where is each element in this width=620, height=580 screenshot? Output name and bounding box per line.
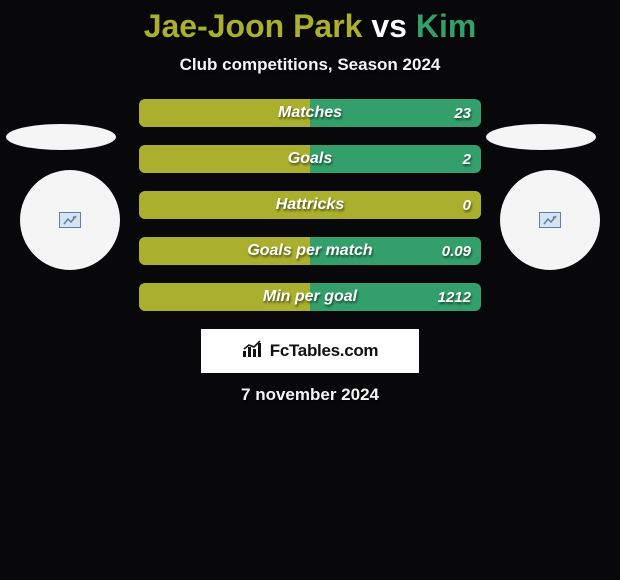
flag-left bbox=[6, 124, 116, 150]
player1-name: Jae-Joon Park bbox=[144, 8, 363, 44]
stat-value-right: 0.09 bbox=[442, 243, 471, 260]
vs-word: vs bbox=[371, 8, 407, 44]
stat-label: Hattricks bbox=[139, 196, 481, 214]
stat-row: Min per goal1212 bbox=[139, 283, 481, 311]
stat-label: Matches bbox=[139, 104, 481, 122]
chart-icon bbox=[242, 340, 264, 363]
stat-value-right: 0 bbox=[463, 197, 471, 214]
page-title: Jae-Joon Park vs Kim bbox=[0, 8, 620, 45]
comparison-widget: Jae-Joon Park vs Kim Club competitions, … bbox=[0, 0, 620, 405]
placeholder-icon bbox=[539, 212, 561, 228]
stat-row: Goals2 bbox=[139, 145, 481, 173]
stat-row: Hattricks0 bbox=[139, 191, 481, 219]
stat-value-right: 23 bbox=[454, 105, 471, 122]
stat-label: Min per goal bbox=[139, 288, 481, 306]
date-line: 7 november 2024 bbox=[0, 385, 620, 405]
placeholder-icon bbox=[59, 212, 81, 228]
stat-row: Matches23 bbox=[139, 99, 481, 127]
subtitle: Club competitions, Season 2024 bbox=[0, 55, 620, 75]
brand-box: FcTables.com bbox=[201, 329, 419, 373]
stats-list: Matches23 Goals2 Hattricks0 Goals per match… bbox=[139, 99, 481, 311]
avatar-left bbox=[20, 170, 120, 270]
stat-label: Goals bbox=[139, 150, 481, 168]
avatar-right bbox=[500, 170, 600, 270]
flag-right bbox=[486, 124, 596, 150]
player2-name: Kim bbox=[416, 8, 476, 44]
stat-row: Goals per match0.09 bbox=[139, 237, 481, 265]
stat-value-right: 1212 bbox=[438, 289, 471, 306]
brand-text: FcTables.com bbox=[270, 341, 379, 361]
stat-label: Goals per match bbox=[139, 242, 481, 260]
stat-value-right: 2 bbox=[463, 151, 471, 168]
